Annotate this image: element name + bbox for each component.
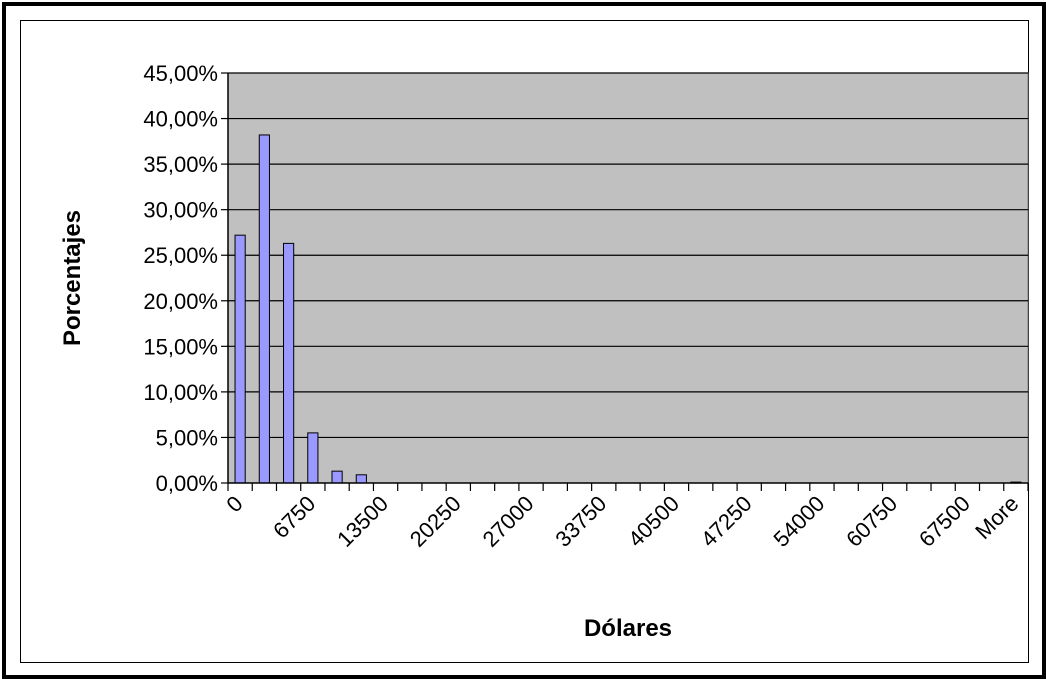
axes bbox=[221, 72, 1029, 491]
x-axis-title: Dólares bbox=[584, 615, 672, 642]
y-tick-label: 20,00% bbox=[143, 289, 218, 314]
x-tick-label: More bbox=[970, 491, 1023, 544]
y-tick-label: 15,00% bbox=[143, 334, 218, 359]
y-tick-label: 25,00% bbox=[143, 243, 218, 268]
y-axis-title: Porcentajes bbox=[59, 210, 86, 346]
x-tick-label: 0 bbox=[221, 491, 247, 517]
x-tick-label: 40500 bbox=[623, 491, 684, 552]
y-tick-label: 0,00% bbox=[156, 471, 218, 496]
x-tick-label: 67500 bbox=[914, 491, 975, 552]
bar-4500 bbox=[283, 242, 295, 484]
plot-area bbox=[227, 72, 1029, 484]
bar-9000 bbox=[331, 470, 343, 484]
x-tick-label: 47250 bbox=[696, 491, 757, 552]
x-tick-label: 6750 bbox=[268, 491, 320, 543]
x-tick-label: 33750 bbox=[550, 491, 611, 552]
y-tick-label: 45,00% bbox=[143, 61, 218, 86]
bar-0 bbox=[234, 234, 246, 484]
x-tick-label: 27000 bbox=[478, 491, 539, 552]
gridlines bbox=[228, 72, 1028, 439]
bar-6750 bbox=[307, 432, 319, 484]
y-tick-label: 35,00% bbox=[143, 152, 218, 177]
y-tick-label: 5,00% bbox=[156, 425, 218, 450]
x-tick-label: 13500 bbox=[332, 491, 393, 552]
x-tick-labels: 0 6750 13500 20250 27000 33750 40500 47250 54000… bbox=[221, 491, 1023, 552]
y-tick-label: 40,00% bbox=[143, 107, 218, 132]
y-tick-label: 10,00% bbox=[143, 380, 218, 405]
y-tick-labels: 0,00% 5,00% 10,00% 15,00% 20,00% 25,00% 30,00%… bbox=[143, 61, 218, 496]
x-tick-label: 60750 bbox=[841, 491, 902, 552]
y-tick-label: 30,00% bbox=[143, 198, 218, 223]
bar-2250 bbox=[258, 134, 270, 484]
bar-11250 bbox=[355, 474, 367, 484]
x-tick-label: 54000 bbox=[769, 491, 830, 552]
x-tick-label: 20250 bbox=[405, 491, 466, 552]
